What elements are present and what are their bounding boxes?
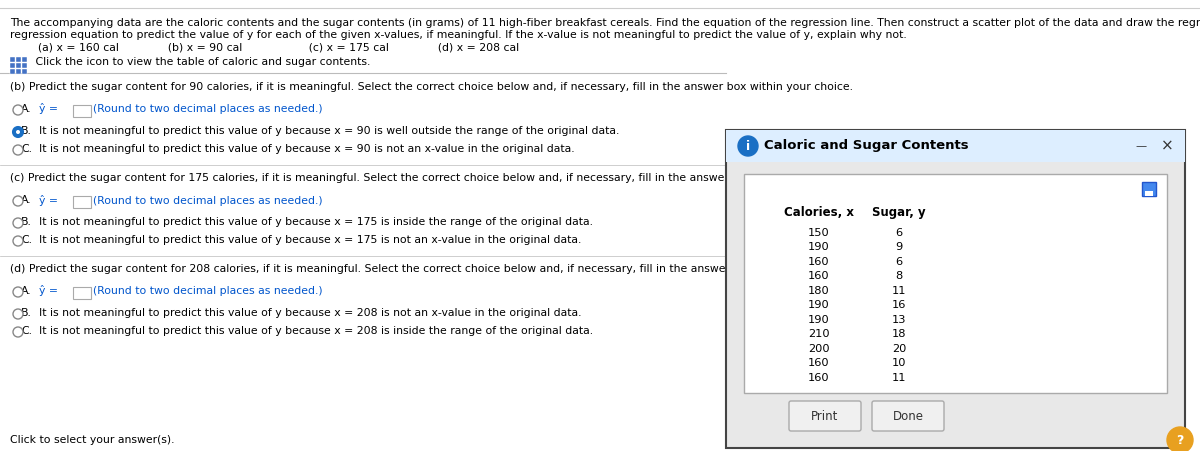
Text: 6: 6	[895, 257, 902, 267]
Text: 210: 210	[808, 329, 830, 339]
Bar	[22, 63, 28, 68]
Text: B.: B.	[22, 126, 32, 136]
Text: 180: 180	[808, 286, 830, 296]
Circle shape	[13, 145, 23, 155]
Bar	[22, 69, 28, 74]
Circle shape	[13, 309, 23, 319]
Bar	[744, 174, 1166, 393]
Text: ×: ×	[1160, 138, 1174, 153]
Text: ŷ =       g (Round to two decimal places as needed.): ŷ = g (Round to two decimal places as ne…	[32, 285, 323, 296]
Text: It is not meaningful to predict this value of y because x = 208 is not an x-valu: It is not meaningful to predict this val…	[32, 308, 582, 318]
Circle shape	[13, 127, 23, 137]
Text: 18: 18	[892, 329, 906, 339]
Bar	[1142, 182, 1156, 196]
Text: —: —	[1135, 141, 1146, 151]
Text: 160: 160	[808, 257, 830, 267]
Text: (c) Predict the sugar content for 175 calories, if it is meaningful. Select the : (c) Predict the sugar content for 175 ca…	[10, 173, 859, 183]
Text: 160: 160	[808, 272, 830, 281]
Text: C.: C.	[22, 144, 32, 154]
Text: 8: 8	[895, 272, 902, 281]
Text: Sugar, y: Sugar, y	[872, 206, 926, 219]
Circle shape	[16, 130, 20, 134]
Text: A.: A.	[22, 286, 31, 296]
Text: It is not meaningful to predict this value of y because x = 175 is inside the ra: It is not meaningful to predict this val…	[32, 217, 593, 227]
Circle shape	[13, 105, 23, 115]
Text: A.: A.	[22, 195, 31, 205]
Text: B.: B.	[22, 217, 32, 227]
Text: 190: 190	[808, 243, 830, 253]
Text: Click the icon to view the table of caloric and sugar contents.: Click the icon to view the table of calo…	[32, 57, 371, 67]
Text: Click to select your answer(s).: Click to select your answer(s).	[10, 435, 174, 445]
Text: B.: B.	[22, 308, 32, 318]
Text: 190: 190	[808, 300, 830, 310]
Circle shape	[13, 287, 23, 297]
Circle shape	[1166, 427, 1193, 451]
FancyBboxPatch shape	[790, 401, 862, 431]
Text: 11: 11	[892, 286, 906, 296]
Text: 10: 10	[892, 358, 906, 368]
Bar	[726, 130, 1186, 448]
Text: 200: 200	[808, 344, 830, 354]
Text: It is not meaningful to predict this value of y because x = 175 is not an x-valu: It is not meaningful to predict this val…	[32, 235, 581, 245]
Bar	[10, 63, 14, 68]
Text: Print: Print	[811, 410, 839, 423]
Bar	[16, 57, 22, 62]
Circle shape	[13, 327, 23, 337]
Text: C.: C.	[22, 235, 32, 245]
Text: Caloric and Sugar Contents: Caloric and Sugar Contents	[764, 139, 968, 152]
Text: 160: 160	[808, 358, 830, 368]
Text: (b) Predict the sugar content for 90 calories, if it is meaningful. Select the c: (b) Predict the sugar content for 90 cal…	[10, 82, 853, 92]
Text: regression equation to predict the value of y for each of the given x-values, if: regression equation to predict the value…	[10, 30, 907, 40]
Text: 190: 190	[808, 315, 830, 325]
Text: 9: 9	[895, 243, 902, 253]
Text: 160: 160	[808, 373, 830, 382]
Text: 150: 150	[808, 228, 830, 238]
Text: It is not meaningful to predict this value of y because x = 90 is not an x-value: It is not meaningful to predict this val…	[32, 144, 575, 154]
Text: 20: 20	[892, 344, 906, 354]
Text: 11: 11	[892, 373, 906, 382]
Bar	[10, 57, 14, 62]
Circle shape	[13, 236, 23, 246]
Circle shape	[13, 218, 23, 228]
Bar	[726, 130, 1186, 162]
Circle shape	[738, 136, 758, 156]
Text: 16: 16	[892, 300, 906, 310]
Text: (a) x = 160 cal              (b) x = 90 cal                   (c) x = 175 cal   : (a) x = 160 cal (b) x = 90 cal (c) x = 1…	[10, 43, 520, 53]
Bar	[73, 105, 91, 117]
Text: ŷ =       g (Round to two decimal places as needed.): ŷ = g (Round to two decimal places as ne…	[32, 194, 323, 206]
Text: It is not meaningful to predict this value of y because x = 90 is well outside t: It is not meaningful to predict this val…	[32, 126, 619, 136]
Text: (d) Predict the sugar content for 208 calories, if it is meaningful. Select the : (d) Predict the sugar content for 208 ca…	[10, 264, 860, 274]
Text: It is not meaningful to predict this value of y because x = 208 is inside the ra: It is not meaningful to predict this val…	[32, 326, 593, 336]
Bar	[16, 63, 22, 68]
Text: 6: 6	[895, 228, 902, 238]
Text: 13: 13	[892, 315, 906, 325]
Text: Done: Done	[893, 410, 924, 423]
Text: C.: C.	[22, 326, 32, 336]
Bar	[73, 287, 91, 299]
Bar	[10, 69, 14, 74]
Bar	[22, 57, 28, 62]
Text: ŷ =       g (Round to two decimal places as needed.): ŷ = g (Round to two decimal places as ne…	[32, 103, 323, 115]
Bar	[73, 196, 91, 208]
Text: A.: A.	[22, 104, 31, 114]
Text: Calories, x: Calories, x	[784, 206, 854, 219]
Circle shape	[13, 196, 23, 206]
Text: ?: ?	[1176, 433, 1183, 446]
Bar	[1145, 191, 1153, 196]
FancyBboxPatch shape	[872, 401, 944, 431]
Text: i: i	[746, 139, 750, 152]
Text: The accompanying data are the caloric contents and the sugar contents (in grams): The accompanying data are the caloric co…	[10, 18, 1200, 28]
Bar	[16, 69, 22, 74]
